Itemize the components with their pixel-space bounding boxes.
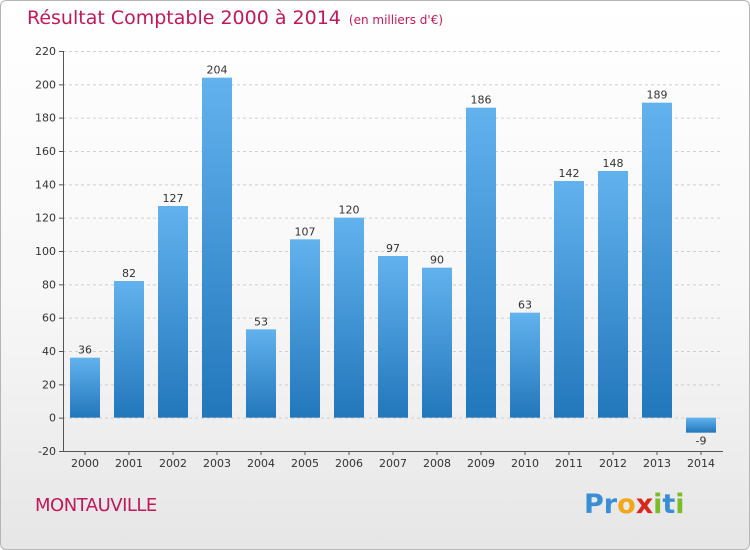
bar (202, 77, 232, 418)
y-tick-label: 40 (42, 345, 56, 358)
x-tick-label: 2002 (159, 457, 187, 470)
title-main: Résultat Comptable 2000 à 2014 (27, 7, 341, 29)
x-tick-label: 2008 (423, 457, 451, 470)
y-tick-label: 120 (35, 212, 56, 225)
x-tick-label: 2013 (643, 457, 671, 470)
data-label: 204 (207, 64, 228, 77)
x-tick-label: 2010 (511, 457, 539, 470)
y-tick-label: 20 (42, 378, 56, 391)
y-tick-label: 180 (35, 112, 56, 125)
bar (378, 256, 408, 418)
bar (642, 102, 672, 418)
bar (114, 281, 144, 418)
data-label: 186 (471, 94, 492, 107)
x-tick-label: 2012 (599, 457, 627, 470)
data-label: 142 (559, 167, 580, 180)
bar (686, 417, 716, 433)
y-tick-label: 200 (35, 78, 56, 91)
bar (246, 329, 276, 418)
y-tick-label: 220 (35, 45, 56, 58)
data-label: 97 (386, 242, 400, 255)
logo-letter: r (603, 489, 618, 520)
y-tick-label: 160 (35, 145, 56, 158)
bar (554, 181, 584, 418)
x-tick-label: 2005 (291, 457, 319, 470)
x-tick-label: 2003 (203, 457, 231, 470)
x-tick-label: 2007 (379, 457, 407, 470)
data-label: -9 (696, 435, 707, 448)
chart-title: Résultat Comptable 2000 à 2014 (en millie… (27, 7, 443, 29)
bar (598, 171, 628, 418)
bar (334, 217, 364, 418)
x-tick-label: 2004 (247, 457, 275, 470)
y-tick-label: 140 (35, 178, 56, 191)
logo-letter: P (584, 489, 604, 520)
data-label: 120 (339, 204, 360, 217)
x-tick-label: 2000 (71, 457, 99, 470)
logo-letter: t (662, 489, 676, 520)
data-label: 63 (518, 299, 532, 312)
x-tick-label: 2001 (115, 457, 143, 470)
title-unit: (en milliers d'€) (348, 13, 444, 27)
data-label: 53 (254, 315, 268, 328)
data-label: 189 (647, 89, 668, 102)
bar (466, 107, 496, 418)
data-label: 90 (430, 254, 444, 267)
logo-letter: o (617, 489, 636, 520)
x-tick-label: 2014 (687, 457, 715, 470)
y-tick-label: 60 (42, 312, 56, 325)
bar (158, 206, 188, 418)
y-tick-label: 80 (42, 278, 56, 291)
data-label: 82 (122, 267, 136, 280)
x-tick-label: 2006 (335, 457, 363, 470)
x-tick-label: 2009 (467, 457, 495, 470)
y-tick-label: -20 (38, 445, 56, 458)
logo-letter: i (653, 489, 663, 520)
bar (70, 357, 100, 418)
data-label: 127 (163, 192, 184, 205)
data-label: 107 (295, 225, 316, 238)
bar (290, 239, 320, 418)
logo-letter: x (635, 489, 654, 520)
logo-letter: i (675, 489, 685, 520)
bar (422, 267, 452, 418)
commune-name: MONTAUVILLE (35, 495, 157, 516)
proxiti-logo: Proxiti (584, 489, 685, 520)
data-label: 148 (603, 157, 624, 170)
bar (510, 312, 540, 418)
y-tick-label: 100 (35, 245, 56, 258)
x-tick-label: 2011 (555, 457, 583, 470)
y-tick-label: 0 (49, 412, 56, 425)
data-label: 36 (78, 344, 92, 357)
